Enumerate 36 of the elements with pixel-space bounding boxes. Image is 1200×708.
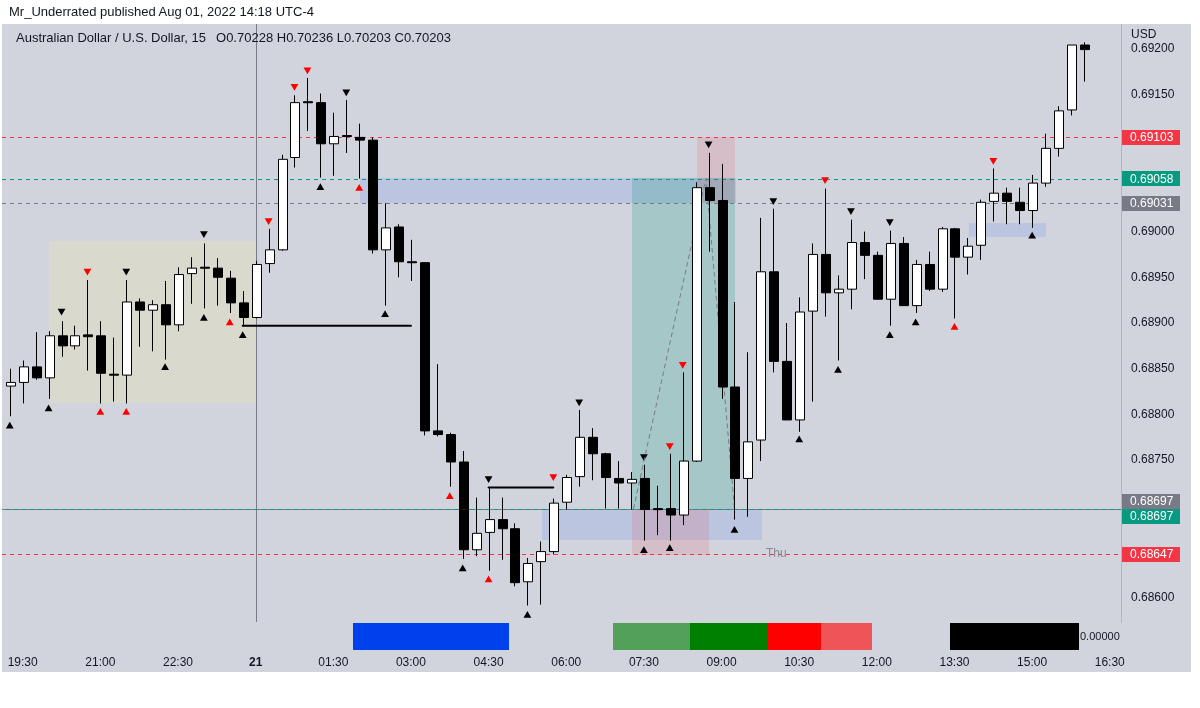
y-tick-label: 0.68600 xyxy=(1131,589,1175,604)
x-tick-label: 06:00 xyxy=(551,654,582,669)
text: 0.00000 xyxy=(1080,630,1120,643)
x-tick-label: 01:30 xyxy=(318,654,349,669)
annotation: Thu xyxy=(766,546,787,561)
y-tick-label: 0.69200 xyxy=(1131,41,1175,55)
y-tick-label: 0.68850 xyxy=(1131,361,1175,376)
ref-line-label: 0.69058 xyxy=(1130,171,1174,186)
x-tick-label: 16:30 xyxy=(1094,654,1126,669)
x-tick-label: 04:30 xyxy=(473,654,504,669)
x-tick-label: 21:00 xyxy=(85,654,116,669)
ref-line-label: 0.68697 xyxy=(1130,493,1174,508)
text: Australian Dollar / U.S. Dollar, 15 xyxy=(16,30,207,45)
x-tick-label: 22:30 xyxy=(162,654,194,669)
text: Mr_Underrated published Aug 01, 2022 14:18 UTC-4 xyxy=(9,4,314,20)
y-tick-label: 0.68800 xyxy=(1131,406,1175,421)
x-tick-label: 10:30 xyxy=(784,654,815,669)
y-tick-label: 0.68950 xyxy=(1131,269,1175,284)
x-tick-label: 19:30 xyxy=(7,654,39,669)
ref-line-label: 0.69103 xyxy=(1130,129,1174,144)
ref-line-label: 0.68647 xyxy=(1130,546,1174,561)
x-tick-label: 07:30 xyxy=(628,654,660,669)
x-tick-label: 03:00 xyxy=(395,654,427,669)
y-tick-label: 0.68900 xyxy=(1131,315,1175,330)
y-tick-label: 0.69150 xyxy=(1131,86,1175,101)
x-tick-label: 13:30 xyxy=(939,654,970,669)
ref-line-label: 0.68697 xyxy=(1130,508,1174,523)
y-axis-title: USD xyxy=(1131,27,1157,42)
x-tick-label: 15:00 xyxy=(1017,654,1048,669)
ref-line-label: 0.69031 xyxy=(1130,195,1174,210)
y-tick-label: 0.69000 xyxy=(1131,223,1175,238)
x-tick-label: 12:00 xyxy=(861,654,893,669)
text: O0.70228 H0.70236 L0.70203 C0.70203 xyxy=(216,30,451,45)
x-tick-label: 21 xyxy=(248,654,263,669)
x-tick-label: 09:00 xyxy=(706,654,737,669)
y-tick-label: 0.68750 xyxy=(1131,452,1175,467)
